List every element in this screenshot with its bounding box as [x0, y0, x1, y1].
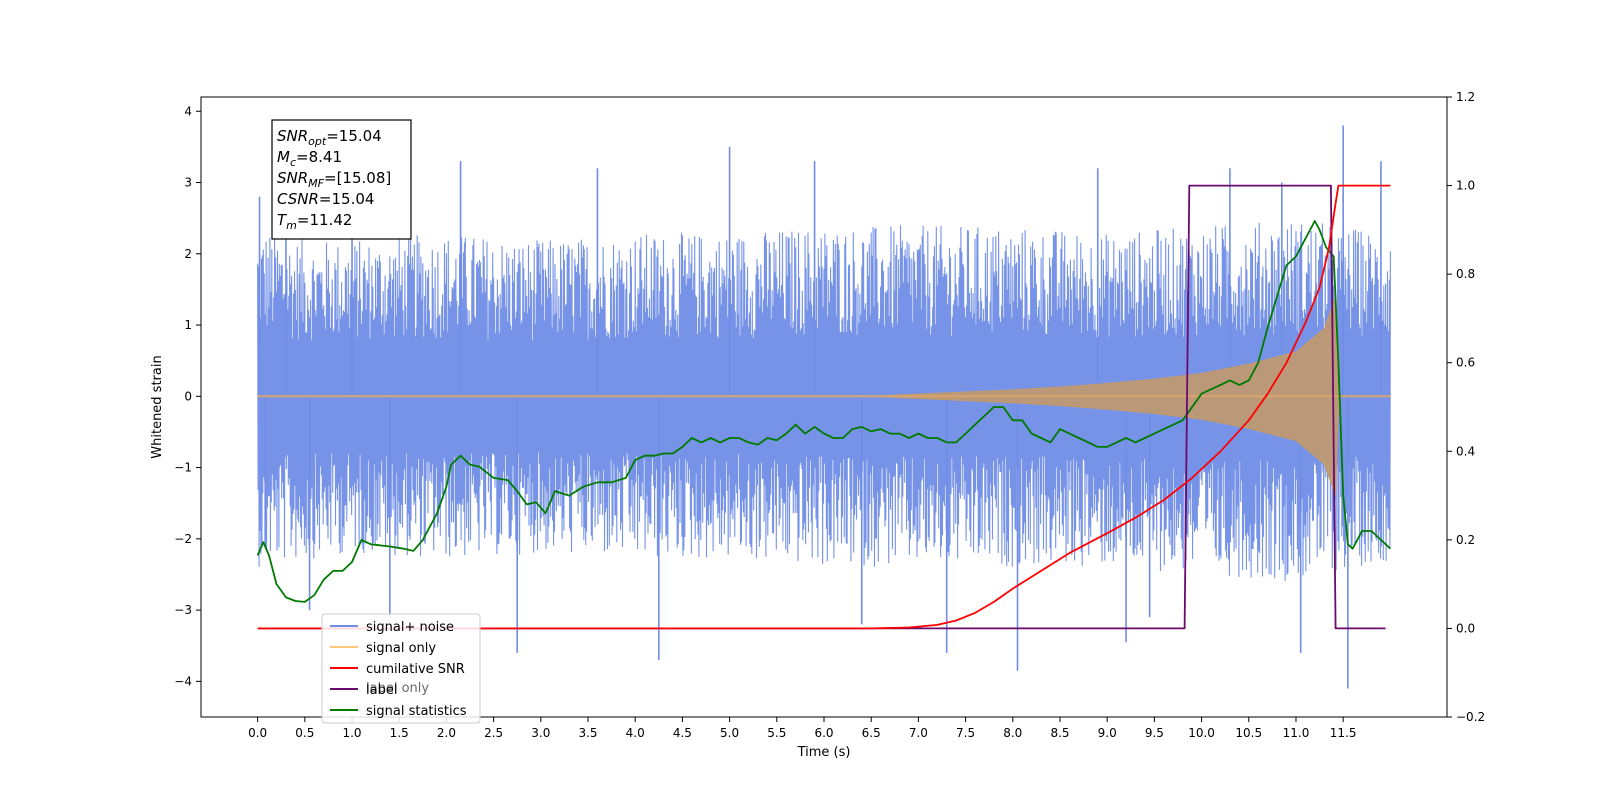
x-tick-label: 2.5 — [484, 726, 503, 740]
x-tick-label: 2.0 — [437, 726, 456, 740]
y2-tick-label: 1.2 — [1456, 90, 1475, 104]
x-tick-label: 1.0 — [342, 726, 361, 740]
legend-entry: signal only — [366, 641, 436, 656]
x-tick-label: 0.0 — [248, 726, 267, 740]
series-signal-plus-noise — [257, 125, 1391, 689]
series-signal-statistics — [256, 220, 1392, 603]
y2-tick-label: −0.2 — [1456, 710, 1485, 724]
x-tick-label: 10.0 — [1188, 726, 1215, 740]
y-tick-label: 0 — [184, 389, 192, 403]
cumilative-snr-line — [257, 184, 1391, 630]
x-tick-label: 1.5 — [390, 726, 409, 740]
annotation-line: SNRMF=[15.08] — [277, 169, 391, 190]
x-axis-ticks: 0.0 0.5 1.0 1.5 2.0 2.5 3.0 3.5 4.0 4.5 5.0 5.5 6.0 6… — [248, 717, 1357, 740]
signal-statistics-line — [256, 220, 1392, 603]
legend-ghost-entry: label only — [366, 681, 429, 696]
x-tick-label: 8.5 — [1050, 726, 1069, 740]
annotation-line: Tm=11.42 — [277, 211, 352, 232]
x-tick-label: 4.5 — [673, 726, 692, 740]
x-tick-label: 10.5 — [1235, 726, 1262, 740]
annotation-line: SNRopt=15.04 — [277, 127, 382, 148]
stats-annotation-box: SNRopt=15.04Mc=8.41SNRMF=[15.08]CSNR=15.… — [271, 119, 412, 240]
series-label — [257, 184, 1386, 630]
x-tick-label: 3.5 — [578, 726, 597, 740]
x-tick-label: 0.5 — [295, 726, 314, 740]
y2-tick-label: 1.0 — [1456, 179, 1475, 193]
y-tick-label: 2 — [184, 247, 192, 261]
x-tick-label: 11.5 — [1330, 726, 1357, 740]
x-tick-label: 9.5 — [1145, 726, 1164, 740]
x-tick-label: 5.5 — [767, 726, 786, 740]
legend-entry: label — [366, 683, 397, 698]
annotation-line: CSNR=15.04 — [277, 190, 374, 208]
x-tick-label: 6.0 — [814, 726, 833, 740]
x-tick-label: 3.0 — [531, 726, 550, 740]
plot-area — [256, 125, 1392, 689]
y2-axis-ticks: −0.2 0.0 0.2 0.4 0.6 0.8 1.0 1.2 — [1447, 90, 1485, 724]
x-tick-label: 4.0 — [626, 726, 645, 740]
y2-tick-label: 0.6 — [1456, 356, 1475, 370]
y-tick-label: 1 — [184, 318, 192, 332]
x-tick-label: 6.5 — [862, 726, 881, 740]
y-tick-label: −3 — [174, 603, 192, 617]
x-tick-label: 5.0 — [720, 726, 739, 740]
x-tick-label: 7.0 — [909, 726, 928, 740]
y-axis-ticks: −4 −3 −2 −1 0 1 2 3 4 — [174, 104, 201, 688]
legend-frame — [321, 613, 481, 724]
annotation-frame — [271, 119, 412, 240]
x-tick-label: 9.0 — [1098, 726, 1117, 740]
signal-plus-noise-line — [257, 222, 1391, 581]
label-line — [257, 184, 1386, 630]
series-cumilative-snr — [257, 184, 1391, 630]
y-tick-label: 3 — [184, 176, 192, 190]
y-tick-label: −2 — [174, 532, 192, 546]
y-axis-label: Whitened strain — [150, 355, 165, 458]
x-tick-label: 7.5 — [956, 726, 975, 740]
legend-entry: signal+ noise — [366, 620, 454, 635]
y2-tick-label: 0.8 — [1456, 267, 1475, 281]
y-tick-label: −1 — [174, 461, 192, 475]
x-axis-label: Time (s) — [797, 745, 851, 760]
y-tick-label: 4 — [184, 104, 192, 118]
y2-tick-label: 0.2 — [1456, 533, 1475, 547]
y2-tick-label: 0.4 — [1456, 444, 1475, 458]
legend-entry: signal statistics — [366, 704, 467, 719]
series-signal-only — [257, 296, 1391, 497]
legend: label only signal+ noise signal only cumila… — [321, 613, 481, 724]
x-tick-label: 8.0 — [1003, 726, 1022, 740]
annotation-line: Mc=8.41 — [277, 148, 342, 169]
x-tick-label: 11.0 — [1283, 726, 1310, 740]
legend-entry: cumilative SNR — [366, 662, 465, 677]
y-tick-label: −4 — [174, 674, 192, 688]
y2-tick-label: 0.0 — [1456, 621, 1475, 635]
